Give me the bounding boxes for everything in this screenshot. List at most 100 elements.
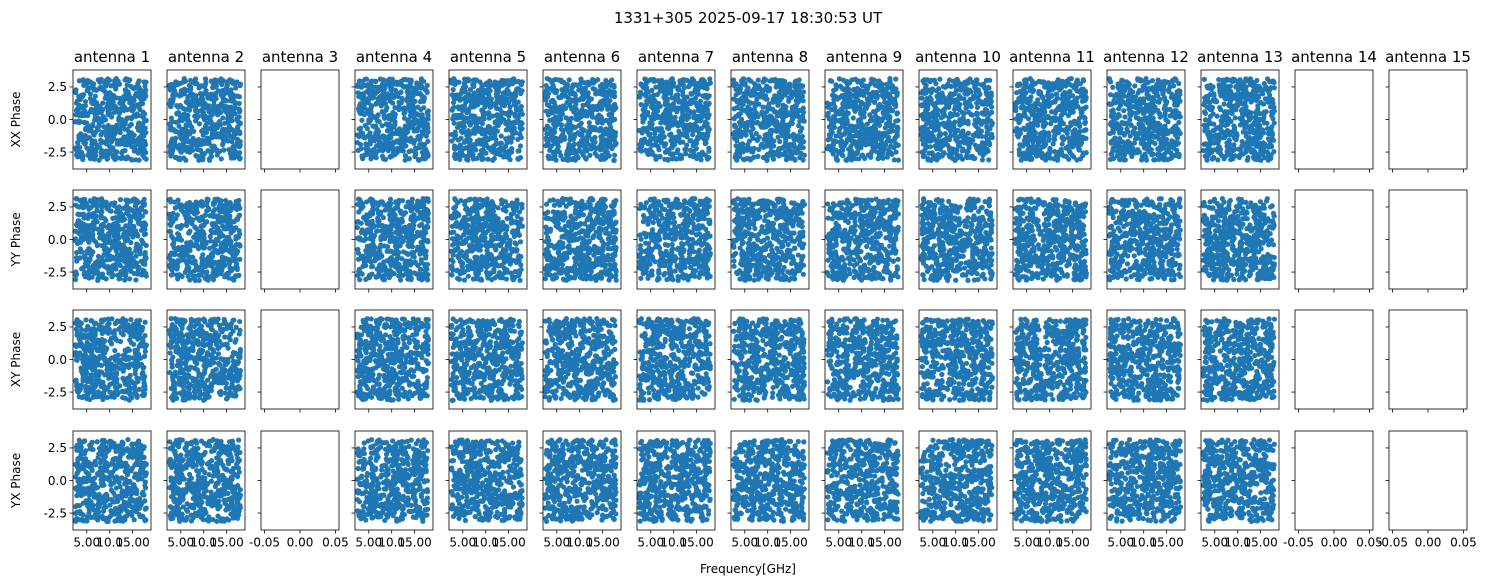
data-point: [96, 77, 101, 82]
data-point: [472, 131, 477, 136]
data-point: [200, 157, 205, 162]
data-point: [225, 116, 230, 121]
data-point: [1039, 94, 1044, 99]
data-point: [667, 132, 672, 137]
data-point: [169, 127, 174, 132]
data-point: [927, 138, 932, 143]
data-point: [75, 154, 80, 159]
data-point: [99, 140, 104, 145]
data-point: [481, 150, 486, 155]
data-point: [825, 113, 830, 118]
data-point: [704, 104, 709, 109]
data-point: [840, 144, 845, 149]
antenna-title-7: antenna 7: [638, 48, 714, 66]
data-point: [1029, 157, 1034, 162]
data-point: [91, 131, 96, 136]
data-point: [797, 155, 802, 160]
data-point: [492, 79, 497, 84]
data-point: [367, 111, 372, 116]
data-point: [121, 122, 126, 127]
data-point: [880, 149, 885, 154]
data-point: [843, 127, 848, 132]
data-point: [587, 153, 592, 158]
data-point: [672, 115, 677, 120]
data-point: [586, 82, 591, 87]
subplot-grid: antenna 1 antenna 2 antenna 3 antenna 4 ante…: [9, 48, 1477, 550]
data-point: [1082, 120, 1087, 125]
data-point: [472, 104, 477, 109]
data-point: [656, 128, 661, 133]
data-point: [401, 148, 406, 153]
data-point: [1048, 121, 1053, 126]
data-point: [946, 105, 951, 110]
data-point: [359, 85, 364, 90]
data-point: [81, 77, 86, 82]
data-point: [777, 151, 782, 156]
data-point: [861, 93, 866, 98]
data-point: [222, 97, 227, 102]
data-point: [766, 153, 771, 158]
data-point: [544, 131, 549, 136]
data-point: [418, 98, 423, 103]
data-point: [127, 123, 132, 128]
data-point: [114, 149, 119, 154]
data-point: [451, 76, 456, 81]
data-point: [847, 153, 852, 158]
panel-r1-antenna-4: [352, 70, 434, 173]
data-point: [214, 96, 219, 101]
data-point: [934, 88, 939, 93]
data-point: [987, 126, 992, 131]
data-point: [75, 108, 80, 113]
data-point: [825, 146, 830, 151]
data-point: [945, 142, 950, 147]
data-point: [607, 88, 612, 93]
data-point: [228, 90, 233, 95]
data-point: [168, 142, 173, 147]
data-point: [143, 126, 148, 131]
data-point: [681, 105, 686, 110]
data-point: [419, 76, 424, 81]
data-point: [959, 131, 964, 136]
data-point: [583, 155, 588, 160]
data-point: [691, 152, 696, 157]
data-point: [880, 141, 885, 146]
data-point: [457, 144, 462, 149]
data-point: [933, 105, 938, 110]
data-point: [458, 136, 463, 141]
data-point: [378, 141, 383, 146]
data-point: [772, 109, 777, 114]
data-point: [877, 123, 882, 128]
data-point: [1081, 78, 1086, 83]
data-point: [362, 135, 367, 140]
data-point: [689, 125, 694, 130]
data-point: [394, 139, 399, 144]
data-point: [877, 103, 882, 108]
data-point: [219, 156, 224, 161]
data-point: [888, 150, 893, 155]
data-point: [598, 115, 603, 120]
data-point: [199, 96, 204, 101]
data-point: [392, 119, 397, 124]
data-point: [922, 148, 927, 153]
data-point: [182, 91, 187, 96]
data-point: [231, 155, 236, 160]
data-point: [108, 83, 113, 88]
data-point: [127, 77, 132, 82]
data-point: [574, 116, 579, 121]
data-point: [922, 91, 927, 96]
data-point: [516, 120, 521, 125]
data-point: [390, 110, 395, 115]
data-point: [763, 93, 768, 98]
data-point: [374, 143, 379, 148]
data-point: [464, 133, 469, 138]
data-point: [840, 140, 845, 145]
data-point: [589, 137, 594, 142]
data-point: [465, 77, 470, 82]
data-point: [968, 112, 973, 117]
data-point: [968, 154, 973, 159]
data-point: [1020, 93, 1025, 98]
data-point: [775, 135, 780, 140]
data-point: [185, 95, 190, 100]
data-point: [739, 79, 744, 84]
data-point: [206, 95, 211, 100]
